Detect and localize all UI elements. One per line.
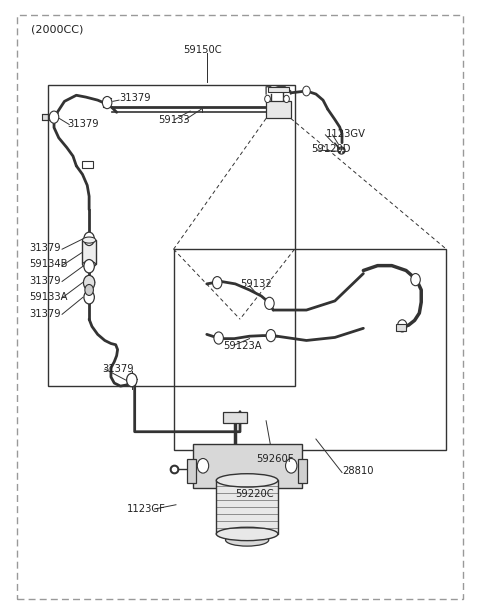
Text: 31379: 31379 (29, 276, 60, 286)
Text: 59134B: 59134B (29, 259, 67, 270)
Circle shape (84, 290, 95, 304)
Text: 59260F: 59260F (257, 454, 294, 464)
Text: 59220C: 59220C (235, 489, 274, 499)
Circle shape (127, 373, 137, 387)
Circle shape (197, 459, 209, 473)
Bar (174, 249, 446, 450)
Text: 59133: 59133 (158, 115, 190, 125)
Bar (267, 87, 289, 92)
Text: 1123GF: 1123GF (127, 504, 166, 514)
Text: 28810: 28810 (342, 466, 373, 476)
Text: 31379: 31379 (29, 243, 60, 253)
Circle shape (397, 320, 407, 332)
Ellipse shape (216, 474, 278, 487)
Text: 59123A: 59123A (223, 341, 262, 351)
Text: 59150C: 59150C (183, 45, 222, 55)
Text: (2000CC): (2000CC) (31, 24, 84, 34)
Text: 59120D: 59120D (311, 144, 351, 154)
Circle shape (213, 276, 222, 289)
Text: 31379: 31379 (119, 93, 151, 103)
Text: 59133A: 59133A (29, 292, 67, 302)
Circle shape (302, 86, 310, 96)
Circle shape (49, 111, 59, 123)
Circle shape (84, 275, 95, 290)
Bar (223, 411, 247, 422)
Ellipse shape (83, 262, 96, 268)
Circle shape (264, 297, 274, 309)
Circle shape (102, 96, 112, 109)
Circle shape (266, 330, 276, 341)
Bar (83, 240, 96, 265)
Text: 31379: 31379 (102, 364, 134, 374)
Bar (192, 444, 301, 488)
Ellipse shape (216, 527, 278, 541)
Circle shape (84, 260, 95, 273)
Circle shape (411, 273, 420, 286)
Ellipse shape (226, 534, 269, 546)
Circle shape (286, 459, 297, 473)
Text: 59132: 59132 (240, 279, 272, 289)
Bar (216, 480, 278, 534)
Circle shape (214, 332, 223, 344)
Ellipse shape (83, 237, 96, 243)
Bar (83, 161, 93, 168)
Circle shape (264, 95, 270, 103)
Circle shape (284, 95, 289, 103)
Text: 31379: 31379 (67, 120, 98, 130)
Bar (42, 114, 51, 120)
Bar (298, 459, 307, 483)
Circle shape (85, 284, 94, 295)
Bar (187, 459, 196, 483)
Text: 31379: 31379 (29, 309, 60, 319)
Circle shape (84, 232, 95, 246)
Text: 1123GV: 1123GV (325, 128, 365, 139)
Bar (266, 101, 291, 119)
Bar (396, 324, 406, 332)
Bar (48, 85, 295, 386)
